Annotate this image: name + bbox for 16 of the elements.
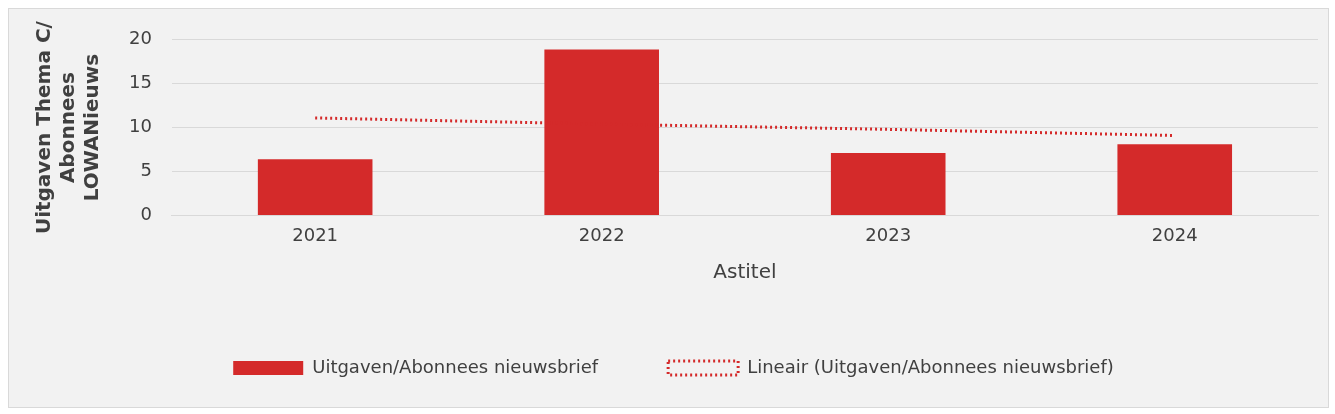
y-tick-label: 15 xyxy=(129,71,152,93)
y-tick-label: 5 xyxy=(140,159,152,181)
x-tick-label: 2024 xyxy=(1151,223,1198,245)
x-axis-title: Astitel xyxy=(713,259,777,284)
x-tick-label: 2021 xyxy=(292,223,339,245)
x-tick-label: 2023 xyxy=(865,223,912,245)
bar xyxy=(1117,144,1233,215)
y-tick-label: 10 xyxy=(129,115,152,137)
y-tick-label: 20 xyxy=(129,27,152,49)
y-axis-title: Uitgaven Thema C/ Abonnees LOWANieuws xyxy=(31,20,104,235)
legend-label: Lineair (Uitgaven/Abonnees nieuwsbrief) xyxy=(747,355,1114,377)
x-tick-label: 2022 xyxy=(578,223,625,245)
legend-label: Uitgaven/Abonnees nieuwsbrief xyxy=(312,355,599,377)
bar xyxy=(257,159,373,215)
bar xyxy=(830,153,946,215)
y-tick-label: 0 xyxy=(140,203,152,225)
